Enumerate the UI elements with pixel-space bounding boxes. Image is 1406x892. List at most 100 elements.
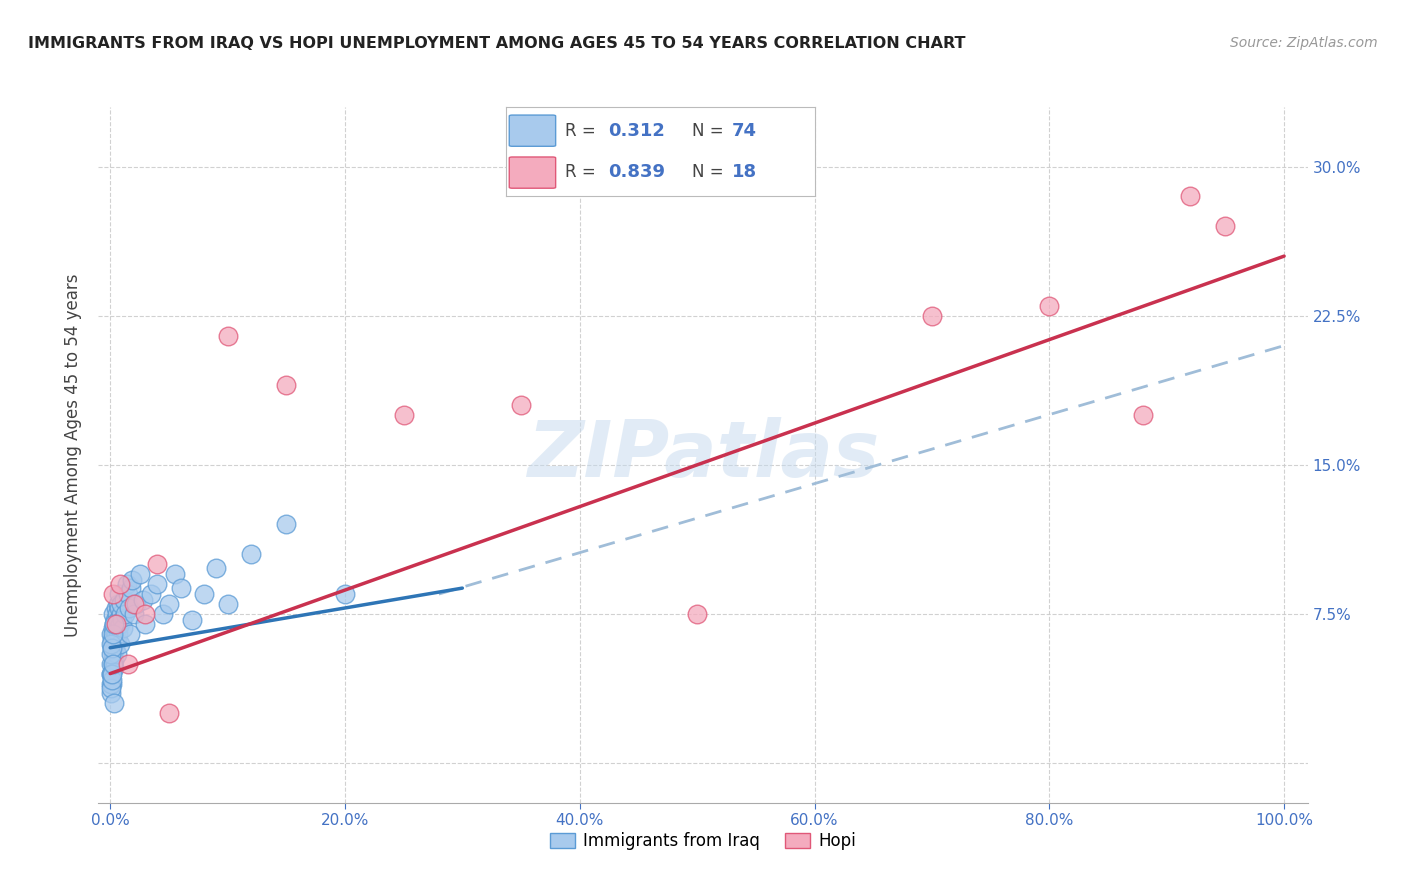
Point [101,632,124,647]
Text: Source: ZipAtlas.com: Source: ZipAtlas.com [1230,36,1378,50]
Point [163,567,186,582]
Point [107,621,129,635]
Point [125,597,148,611]
Point [132,593,155,607]
Point [100,627,122,641]
Point [100,657,122,671]
Text: N =: N = [692,122,728,140]
Point [108,587,131,601]
FancyBboxPatch shape [509,115,555,146]
Point [111,613,134,627]
Point [100,676,122,690]
Point [101,627,124,641]
Point [108,577,131,591]
Point [103,660,125,674]
Point [157,597,180,611]
Point [141,587,163,601]
Point [120,627,142,641]
Point [100,637,122,651]
Point [1132,408,1154,422]
Point [101,676,124,690]
Point [100,686,122,700]
Point [105,607,128,621]
Legend: Immigrants from Iraq, Hopi: Immigrants from Iraq, Hopi [543,826,863,857]
Point [104,637,127,651]
Point [100,647,122,661]
Point [104,627,127,641]
Point [117,657,139,671]
Point [392,408,415,422]
Point [921,309,943,323]
Point [105,616,128,631]
Point [217,597,239,611]
Point [100,666,122,681]
Text: 18: 18 [733,163,756,181]
Point [105,632,128,647]
Point [101,587,124,601]
Point [100,681,122,695]
Point [128,567,150,582]
Point [157,706,180,721]
Point [181,613,204,627]
Point [152,607,174,621]
Text: R =: R = [565,122,600,140]
Point [100,673,122,687]
Point [105,616,128,631]
Point [105,627,128,641]
Point [107,613,129,627]
Point [103,616,125,631]
Point [103,616,125,631]
Point [108,637,131,651]
Text: IMMIGRANTS FROM IRAQ VS HOPI UNEMPLOYMENT AMONG AGES 45 TO 54 YEARS CORRELATION : IMMIGRANTS FROM IRAQ VS HOPI UNEMPLOYMEN… [28,36,966,51]
Point [217,328,239,343]
Point [104,613,127,627]
Point [146,558,169,572]
Point [103,657,125,671]
Point [108,616,131,631]
Point [510,398,533,412]
Point [120,581,142,595]
Text: R =: R = [565,163,600,181]
Point [204,561,226,575]
Point [110,597,132,611]
Point [134,607,156,621]
Point [1215,219,1237,234]
Point [240,547,263,561]
Point [101,666,124,681]
Point [121,573,143,587]
Point [107,627,129,641]
Point [134,616,156,631]
Y-axis label: Unemployment Among Ages 45 to 54 years: Unemployment Among Ages 45 to 54 years [65,273,83,637]
Point [107,601,129,615]
Text: 0.839: 0.839 [609,163,665,181]
Point [112,621,135,635]
Point [1180,189,1202,203]
Text: 0.312: 0.312 [609,122,665,140]
Point [1038,299,1060,313]
Text: N =: N = [692,163,728,181]
Point [101,657,124,671]
Point [101,647,124,661]
Point [103,697,125,711]
Point [103,653,125,667]
Point [193,587,215,601]
Point [110,607,132,621]
Point [104,640,127,655]
Point [101,640,124,655]
Point [107,597,129,611]
Point [105,647,128,661]
Point [100,640,122,655]
Point [276,517,298,532]
Point [101,607,124,621]
Point [104,601,127,615]
Point [114,607,136,621]
FancyBboxPatch shape [509,157,555,188]
Text: ZIPatlas: ZIPatlas [527,417,879,493]
Point [276,378,298,392]
Point [169,581,191,595]
Point [117,587,139,601]
Point [115,577,138,591]
Point [146,577,169,591]
Point [333,587,356,601]
Point [112,593,135,607]
